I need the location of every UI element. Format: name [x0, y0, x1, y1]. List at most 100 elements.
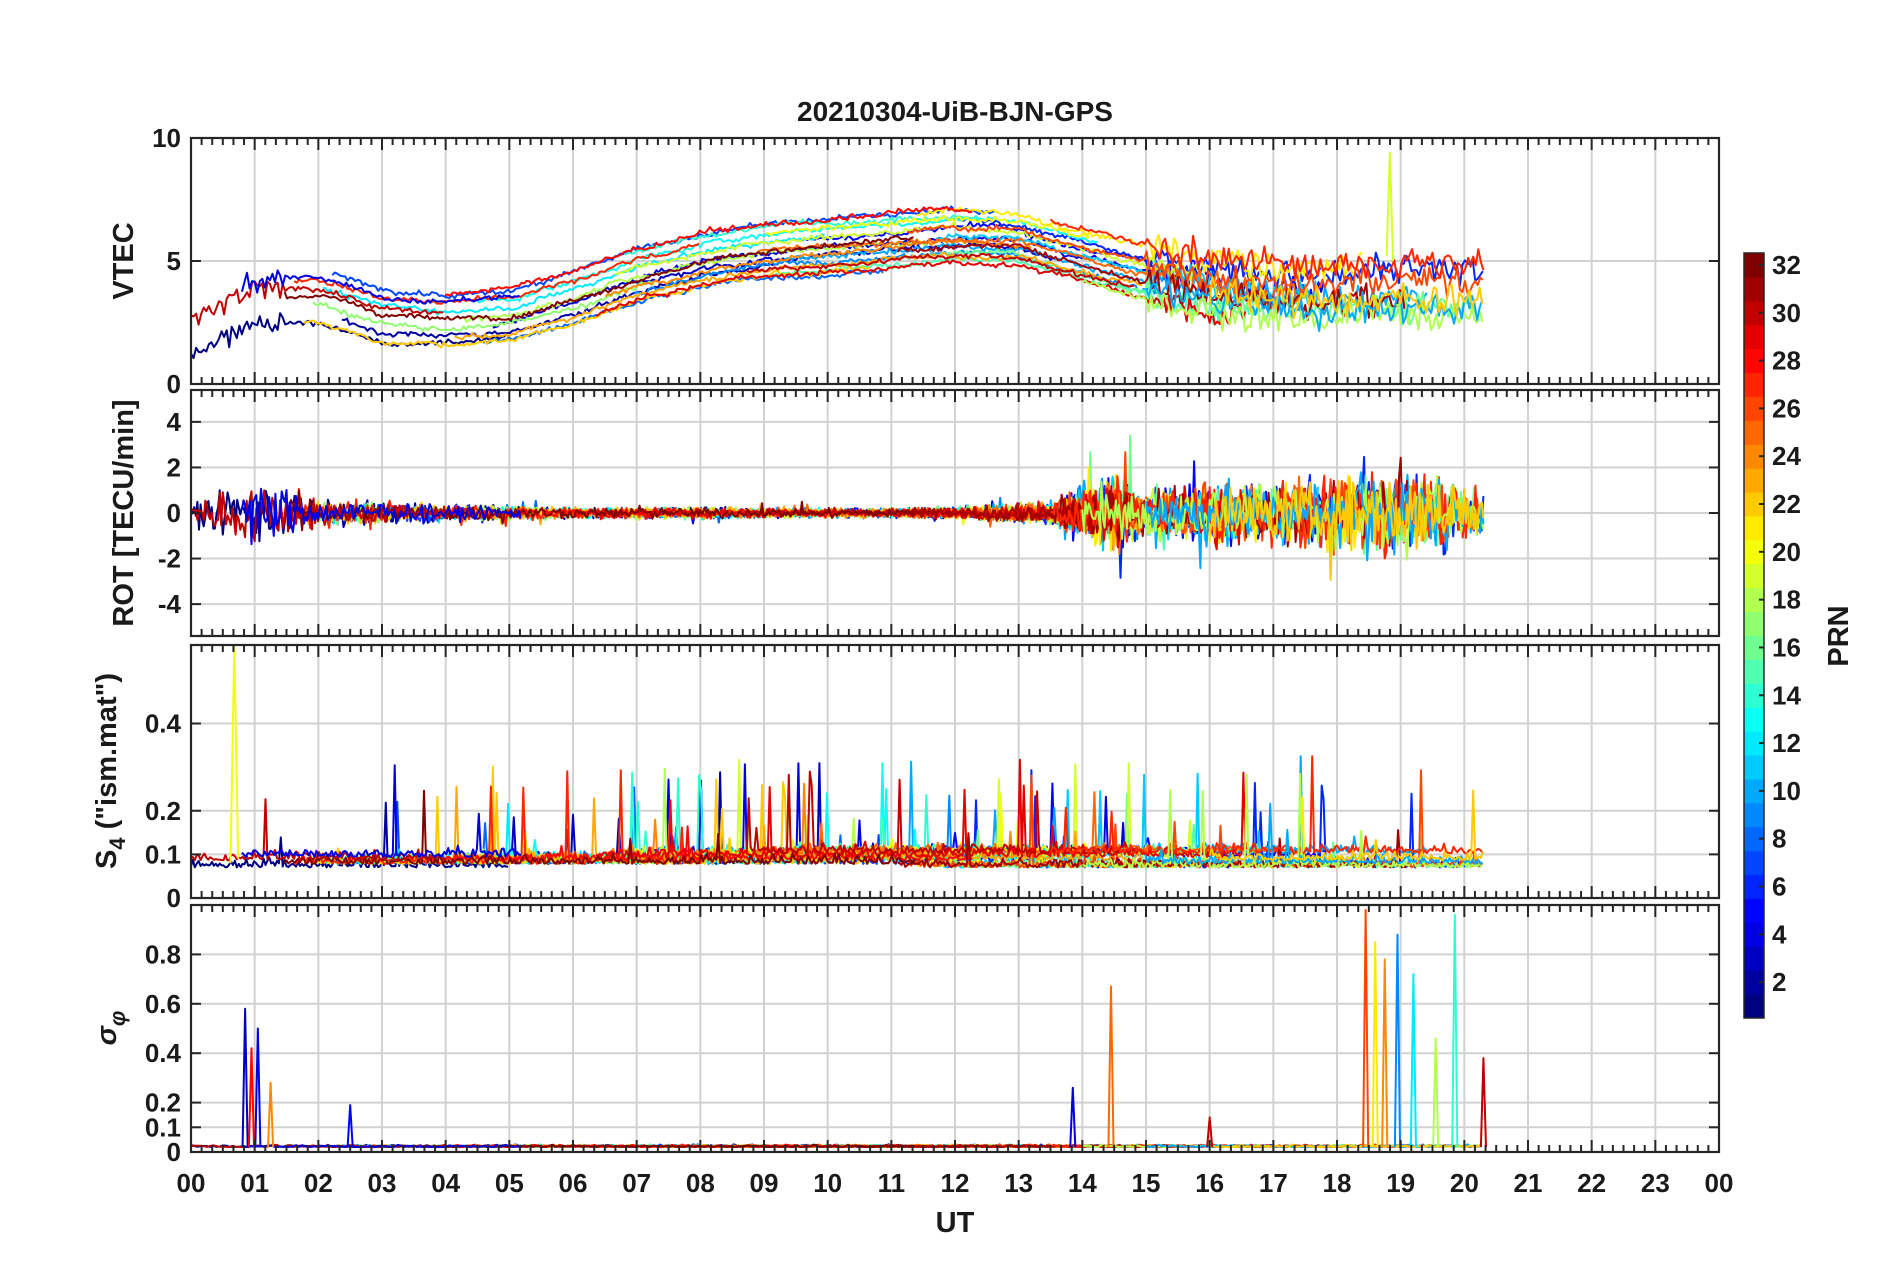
x-tick-label: 15 — [1132, 1168, 1161, 1198]
colorbar-block-prn-12 — [1744, 731, 1764, 756]
s4-label-main: S — [91, 850, 123, 869]
s4-y-tick-label: 0 — [167, 883, 181, 913]
vtec-trace-prn-24 — [604, 239, 1032, 298]
sigma-phi-y-tick-label: 0.1 — [145, 1112, 181, 1142]
vtec-y-tick-label: 10 — [152, 123, 181, 153]
vtec-trace-prn-25 — [755, 237, 1305, 312]
x-tick-label: 17 — [1259, 1168, 1288, 1198]
colorbar-block-prn-31 — [1744, 276, 1764, 302]
colorbar-block-prn-4 — [1744, 922, 1764, 947]
s4-trace-prn-32 — [283, 789, 916, 865]
colorbar-block-prn-18 — [1744, 587, 1764, 613]
vtec-y-tick-label: 0 — [167, 369, 181, 399]
x-tick-label: 07 — [622, 1168, 651, 1198]
x-tick-label: 06 — [559, 1168, 588, 1198]
x-tick-label: 00 — [177, 1168, 206, 1198]
colorbar-block-prn-16 — [1744, 635, 1764, 660]
colorbar-block-prn-17 — [1744, 611, 1764, 636]
colorbar-block-prn-3 — [1744, 946, 1764, 971]
colorbar-frame — [1743, 252, 1765, 1019]
rot-ticks — [190, 390, 1720, 636]
s4-y-tick-labels: 0 0.1 0.2 0.4 — [145, 709, 182, 913]
rot-y-tick-label: 2 — [167, 452, 181, 482]
colorbar-block-prn-23 — [1744, 468, 1764, 493]
rot-trace-prn-4 — [240, 487, 522, 546]
vtec-frame — [189, 136, 1721, 386]
x-tick-label: 16 — [1195, 1168, 1224, 1198]
sigma-label-main: σ — [91, 1024, 123, 1045]
s4-trace-prn-29 — [595, 758, 1247, 858]
colorbar-tick-label: 18 — [1772, 585, 1801, 615]
x-tick-label: 08 — [686, 1168, 715, 1198]
colorbar-blocks — [1744, 253, 1764, 1019]
sigma-phi-spike-0 — [241, 1007, 249, 1148]
sigma-phi-y-tick-label: 0 — [167, 1137, 181, 1167]
sigma-phi-spike-15 — [1479, 1057, 1487, 1148]
colorbar-block-prn-21 — [1744, 515, 1764, 541]
sigma-phi-spike-1 — [254, 1027, 262, 1148]
s4-y-tick-label: 0.1 — [145, 839, 181, 869]
sigma-phi-spike-6 — [1107, 985, 1115, 1148]
x-tick-label: 11 — [878, 1168, 906, 1198]
sigma-phi-y-tick-label: 0.4 — [145, 1038, 182, 1068]
sigma-label-sub: φ — [105, 1011, 130, 1026]
sigma-phi-y-tick-labels: 00.10.2 0.4 0.6 0.8 — [145, 939, 182, 1167]
sigma-phi-spike-11 — [1393, 933, 1402, 1148]
colorbar-block-prn-22 — [1744, 492, 1764, 517]
colorbar-tick-label: 14 — [1772, 680, 1801, 710]
rot-y-tick-label: -4 — [158, 589, 182, 619]
s4-frame — [189, 643, 1721, 900]
colorbar-tick-label: 10 — [1772, 776, 1801, 806]
colorbar-block-prn-26 — [1744, 396, 1764, 421]
vtec-trace-prn-30 — [190, 280, 444, 326]
colorbar-block-prn-7 — [1744, 850, 1764, 876]
colorbar-tick-label: 16 — [1772, 632, 1801, 662]
rot-panel: -4 -2 0 2 4 ROT [TECU/min] — [108, 388, 1721, 638]
colorbar-block-prn-29 — [1744, 324, 1764, 350]
x-tick-labels: 00 01 02 03 04 05 06 07 08 09 10 11 12 13 14 15 16 17 18 19… — [177, 1168, 1734, 1198]
s4-trace-prn-18 — [1082, 772, 1483, 869]
colorbar-block-prn-19 — [1744, 563, 1764, 589]
vtec-trace-prn-23 — [454, 251, 1143, 341]
figure-title: 20210304-UiB-BJN-GPS — [797, 96, 1113, 127]
sigma-phi-y-tick-label: 0.8 — [145, 939, 181, 969]
sigma-phi-spike-7 — [1206, 1116, 1214, 1148]
vtec-trace-prn-22 — [1208, 276, 1484, 320]
colorbar-tick-label: 12 — [1772, 728, 1801, 758]
vtec-trace-prn-27 — [1049, 218, 1485, 280]
sigma-phi-panel: 00.10.2 0.4 0.6 0.8 σφ — [91, 903, 1721, 1167]
vtec-trace-prn-19 — [614, 221, 1201, 281]
colorbar-tick-label: 26 — [1772, 393, 1801, 423]
vtec-y-axis-title: VTEC — [108, 222, 140, 299]
colorbar-tick-label: 22 — [1772, 489, 1801, 519]
colorbar-block-prn-20 — [1744, 539, 1764, 565]
colorbar-tick-label: 6 — [1772, 872, 1786, 902]
x-tick-label: 09 — [750, 1168, 779, 1198]
rot-trace-prn-18 — [1081, 474, 1485, 561]
rot-y-tick-labels: -4 -2 0 2 4 — [158, 407, 182, 619]
x-tick-label: 03 — [368, 1168, 397, 1198]
s4-y-axis-title: S4 ("ism.mat") — [91, 673, 130, 869]
sigma-phi-traces — [190, 908, 1487, 1149]
vtec-trace-prn-20 — [765, 214, 1090, 239]
vtec-trace-prn-26 — [906, 223, 1484, 299]
s4-label-sub: 4 — [105, 837, 130, 850]
sigma-phi-grid — [191, 905, 1719, 1152]
vtec-trace-prn-27 — [293, 242, 700, 305]
rot-trace-prn-22 — [1208, 475, 1485, 581]
vtec-trace-prn-8 — [482, 269, 884, 345]
colorbar-block-prn-24 — [1744, 444, 1764, 469]
x-tick-label: 00 — [1705, 1168, 1734, 1198]
colorbar-tick-label: 30 — [1772, 298, 1801, 328]
colorbar-title: PRN — [1823, 605, 1855, 666]
sigma-phi-y-tick-label: 0.6 — [145, 989, 181, 1019]
vtec-trace-prn-21 — [916, 206, 1363, 283]
colorbar-block-prn-28 — [1744, 348, 1764, 374]
vtec-trace-prn-28 — [444, 205, 973, 297]
vtec-trace-prn-15 — [775, 256, 1261, 325]
x-tick-label: 21 — [1514, 1168, 1543, 1198]
colorbar-tick-label: 2 — [1772, 967, 1786, 997]
colorbar-tick-label: 24 — [1772, 441, 1801, 471]
colorbar-block-prn-8 — [1744, 826, 1764, 852]
x-tick-label: 20 — [1450, 1168, 1479, 1198]
